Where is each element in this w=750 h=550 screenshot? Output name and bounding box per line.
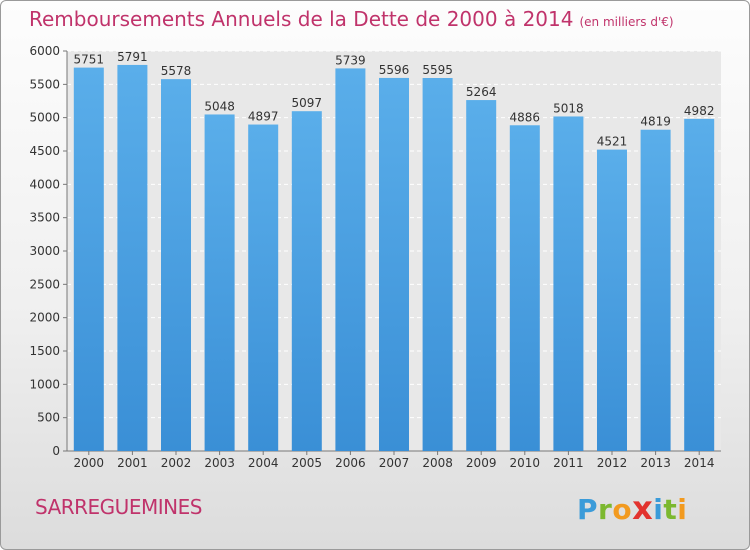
x-tick-label: 2011 [553, 456, 584, 470]
logo-letter: x [632, 489, 654, 527]
x-tick-label: 2006 [335, 456, 366, 470]
y-tick-label: 1500 [29, 344, 60, 358]
x-tick-label: 2014 [684, 456, 715, 470]
bar [117, 64, 148, 451]
bar [553, 116, 584, 451]
y-tick-label: 0 [52, 444, 60, 458]
y-tick-label: 6000 [29, 44, 60, 58]
y-tick-label: 5000 [29, 111, 60, 125]
logo-letter: r [598, 493, 613, 526]
bar [73, 67, 104, 451]
bar-value-label: 5578 [161, 64, 192, 78]
bar [422, 78, 453, 451]
chart-title-text: Remboursements Annuels de la Dette de 20… [29, 7, 574, 31]
bar-value-label: 5048 [204, 99, 235, 113]
bar [161, 79, 191, 451]
bar-value-label: 5596 [379, 63, 410, 77]
bar [379, 77, 409, 451]
bar [640, 129, 671, 451]
x-tick-label: 2005 [292, 456, 323, 470]
bar [684, 118, 715, 451]
bar [291, 111, 322, 451]
bar-value-label: 5751 [74, 53, 105, 67]
proxiti-logo: Proxiti [577, 489, 687, 527]
city-name: SARREGUEMINES [35, 495, 202, 519]
bar-value-label: 5791 [117, 50, 148, 64]
logo-letter: t [663, 493, 678, 526]
bar [204, 114, 235, 451]
bar-value-label: 4982 [684, 104, 715, 118]
x-tick-label: 2013 [640, 456, 671, 470]
x-tick-label: 2003 [204, 456, 235, 470]
y-tick-label: 5500 [29, 77, 60, 91]
logo-letter: i [677, 493, 688, 526]
chart-subtitle: (en milliers d'€) [579, 15, 674, 29]
bar [335, 68, 366, 452]
x-tick-label: 2009 [466, 456, 497, 470]
logo-letter: o [612, 493, 633, 526]
bar-value-label: 5018 [553, 101, 584, 115]
bar-value-label: 5097 [292, 96, 323, 110]
bar-value-label: 5739 [335, 53, 366, 67]
x-tick-label: 2007 [379, 456, 410, 470]
x-tick-label: 2012 [597, 456, 628, 470]
x-tick-label: 2000 [74, 456, 105, 470]
chart-title: Remboursements Annuels de la Dette de 20… [29, 7, 674, 31]
y-tick-label: 1000 [29, 377, 60, 391]
x-tick-label: 2001 [117, 456, 148, 470]
y-tick-label: 4500 [29, 144, 60, 158]
y-tick-label: 500 [37, 411, 60, 425]
y-tick-label: 3500 [29, 211, 60, 225]
y-tick-label: 2500 [29, 277, 60, 291]
bar [248, 124, 279, 452]
y-tick-label: 2000 [29, 311, 60, 325]
y-tick-label: 3000 [29, 244, 60, 258]
x-tick-label: 2002 [161, 456, 192, 470]
y-tick-label: 4000 [29, 177, 60, 191]
bar [509, 125, 540, 452]
x-tick-label: 2004 [248, 456, 279, 470]
bar-value-label: 4819 [640, 115, 671, 129]
bar-value-label: 4521 [597, 135, 628, 149]
logo-letter: P [577, 493, 599, 526]
bar [597, 149, 627, 451]
bar-value-label: 5595 [422, 63, 453, 77]
x-tick-label: 2008 [422, 456, 453, 470]
bar [466, 100, 497, 452]
bar-value-label: 4886 [510, 110, 541, 124]
logo-letter: i [653, 493, 664, 526]
bar-value-label: 4897 [248, 110, 279, 124]
bar-value-label: 5264 [466, 85, 497, 99]
x-tick-label: 2010 [510, 456, 541, 470]
